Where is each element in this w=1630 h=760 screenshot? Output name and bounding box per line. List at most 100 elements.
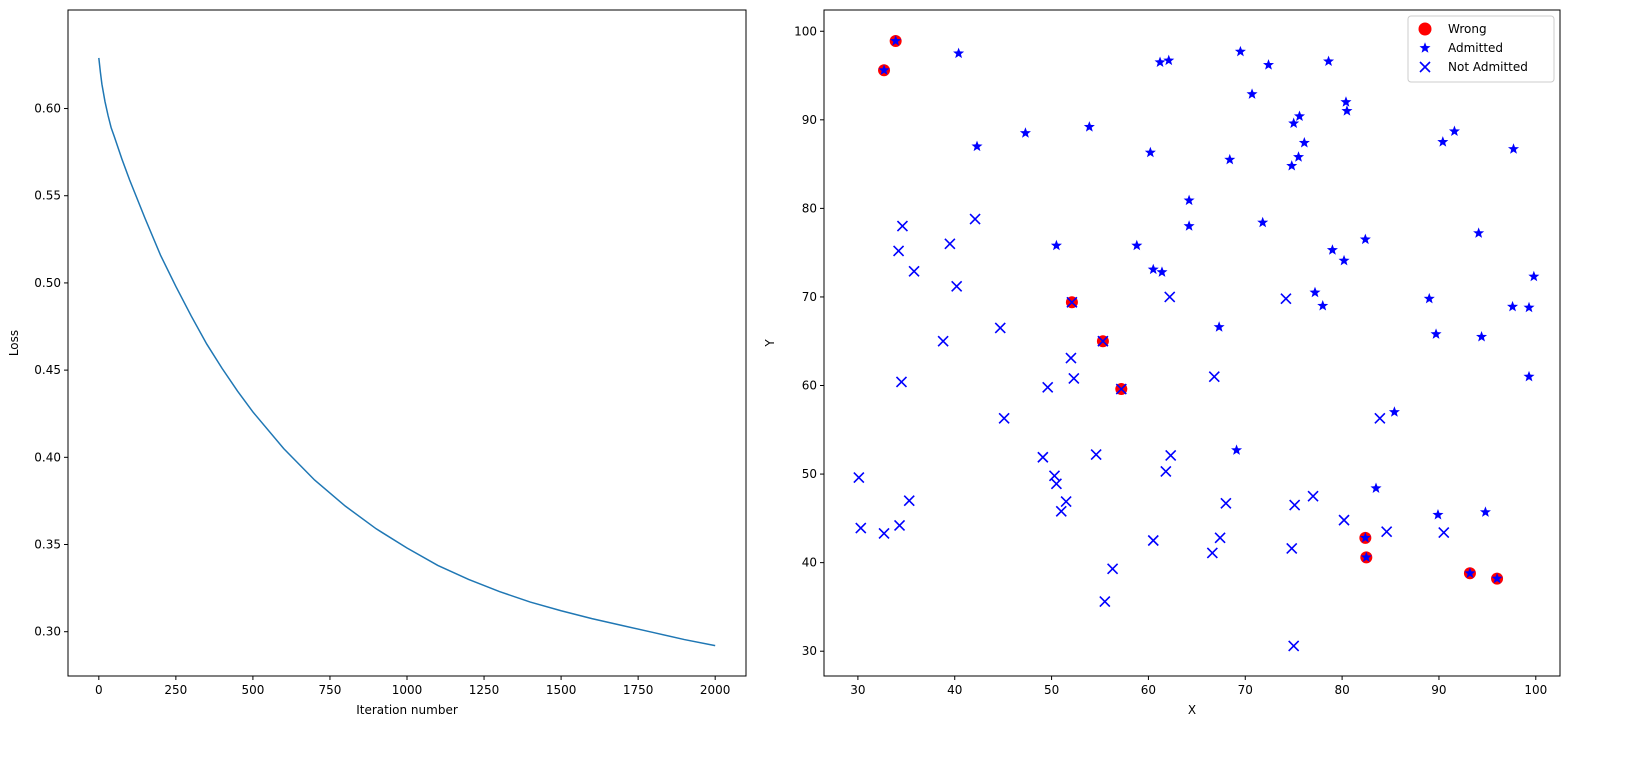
admitted-point — [1183, 220, 1195, 231]
admitted-point — [1508, 143, 1520, 154]
admitted-point — [1286, 160, 1298, 171]
y-tick-label: 0.30 — [34, 625, 61, 639]
not-admitted-point — [1381, 526, 1393, 538]
y-tick-label: 100 — [794, 24, 817, 38]
x-tick-label: 1500 — [546, 683, 577, 697]
y-tick-label: 0.60 — [34, 102, 61, 116]
admitted-point — [1338, 254, 1350, 266]
plot-frame — [823, 9, 1561, 677]
admitted-point — [1359, 233, 1371, 245]
admitted-point — [1448, 125, 1460, 137]
admitted-point — [1246, 88, 1258, 99]
x-tick-label: 70 — [1238, 683, 1253, 697]
admitted-point — [1293, 110, 1306, 121]
admitted-point — [1473, 227, 1485, 238]
x-tick-label: 0 — [95, 683, 103, 697]
admitted-point — [1257, 216, 1269, 228]
admitted-point — [1183, 194, 1195, 206]
not-admitted-point — [1055, 505, 1067, 517]
x-axis-label: X — [1188, 703, 1196, 717]
admitted-point — [1317, 300, 1329, 311]
admitted-point — [1341, 105, 1353, 116]
plot-frame — [67, 9, 747, 677]
admitted-point — [1523, 370, 1535, 382]
not-admitted-point — [908, 265, 920, 277]
y-tick-label: 0.55 — [34, 189, 61, 203]
not-admitted-point — [937, 335, 949, 347]
x-tick-label: 90 — [1431, 683, 1446, 697]
not-admitted-point — [1214, 532, 1226, 544]
not-admitted-point — [1060, 495, 1072, 508]
legend-marker-not-admitted-point — [1419, 61, 1431, 73]
not-admitted-point — [1097, 335, 1109, 347]
admitted-point — [1144, 146, 1156, 158]
not-admitted-point — [855, 522, 867, 534]
not-admitted-point — [1165, 449, 1177, 462]
not-admitted-point — [1099, 596, 1111, 608]
admitted-point — [890, 35, 902, 46]
not-admitted-point — [1090, 449, 1102, 461]
legend-label: Admitted — [1448, 41, 1503, 55]
admitted-point — [1423, 292, 1435, 304]
not-admitted-point — [1160, 465, 1172, 477]
legend-marker-admitted-point — [1419, 42, 1431, 53]
y-tick-label: 70 — [802, 290, 817, 304]
admitted-point — [1298, 137, 1310, 148]
legend-label: Wrong — [1448, 22, 1487, 36]
not-admitted-point — [893, 245, 905, 257]
admitted-point — [1213, 321, 1225, 332]
admitted-point — [1360, 551, 1372, 563]
not-admitted-point — [1042, 381, 1054, 393]
y-tick-label: 50 — [802, 467, 817, 481]
admitted-point — [1262, 59, 1275, 70]
admitted-point — [1019, 127, 1031, 138]
admitted-point — [1234, 45, 1246, 57]
x-tick-label: 60 — [1141, 683, 1156, 697]
not-admitted-point — [896, 220, 909, 232]
x-tick-label: 1250 — [469, 683, 500, 697]
admitted-point — [1437, 136, 1449, 147]
y-tick-label: 90 — [802, 113, 817, 127]
not-admitted-point — [1147, 534, 1159, 547]
not-admitted-point — [1374, 412, 1386, 424]
x-tick-label: 750 — [319, 683, 342, 697]
not-admitted-point — [1050, 478, 1062, 490]
not-admitted-point — [1208, 371, 1220, 383]
y-tick-label: 40 — [802, 556, 817, 570]
x-axis-label: Iteration number — [356, 703, 458, 717]
not-admitted-point — [1286, 542, 1298, 555]
y-tick-label: 80 — [802, 201, 817, 215]
admitted-point — [1131, 239, 1143, 251]
x-tick-label: 2000 — [700, 683, 731, 697]
not-admitted-point — [853, 472, 865, 484]
admitted-point — [1323, 55, 1335, 67]
admitted-point — [1309, 286, 1321, 298]
admitted-point — [1476, 331, 1488, 342]
not-admitted-point — [1107, 563, 1119, 575]
admitted-point — [1231, 444, 1243, 455]
not-admitted-point — [998, 412, 1010, 424]
x-tick-label: 250 — [164, 683, 187, 697]
not-admitted-point — [1289, 499, 1301, 511]
not-admitted-point — [951, 280, 963, 292]
admitted-point — [1288, 117, 1300, 129]
x-tick-label: 500 — [241, 683, 264, 697]
admitted-point — [1340, 96, 1352, 107]
x-tick-label: 80 — [1334, 683, 1349, 697]
not-admitted-point — [878, 527, 890, 539]
y-tick-label: 0.50 — [34, 276, 61, 290]
admitted-point — [1464, 567, 1476, 578]
x-tick-label: 100 — [1524, 683, 1547, 697]
y-axis-label: Y — [763, 339, 777, 348]
loss-plot: 0 250 500 750 1000 1250 1500 1750 2000 0.30 0.35 0.… — [7, 9, 747, 717]
not-admitted-point — [1206, 547, 1218, 559]
admitted-point — [1154, 56, 1166, 67]
admitted-point — [1507, 300, 1519, 312]
y-axis-label: Loss — [7, 330, 21, 356]
not-admitted-point — [1220, 497, 1232, 509]
not-admitted-point — [1307, 490, 1319, 502]
not-admitted-point — [895, 376, 908, 388]
admitted-point — [1163, 54, 1175, 66]
y-tick-label: 60 — [802, 379, 817, 393]
